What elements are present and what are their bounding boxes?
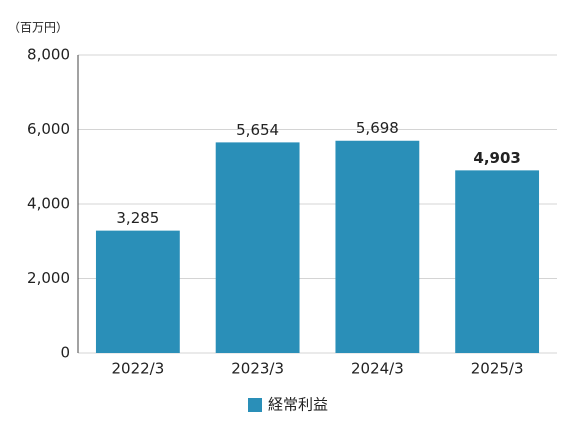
bar: [95, 230, 180, 353]
y-tick-label: 8,000: [27, 46, 70, 64]
bar: [215, 142, 300, 353]
value-label: 3,285: [116, 209, 159, 227]
value-label: 5,654: [236, 121, 279, 139]
legend-label: 経常利益: [268, 396, 328, 414]
unit-label: （百万円）: [8, 21, 68, 35]
y-tick-label: 6,000: [27, 120, 70, 138]
x-tick-label: 2023/3: [231, 360, 284, 378]
bar: [335, 140, 420, 353]
y-tick-label: 4,000: [27, 195, 70, 213]
x-tick-label: 2025/3: [471, 360, 524, 378]
bar: [455, 170, 540, 353]
y-tick-label: 0: [60, 344, 70, 362]
x-tick-label: 2024/3: [351, 360, 404, 378]
x-tick-label: 2022/3: [111, 360, 164, 378]
value-label: 5,698: [356, 119, 399, 137]
legend-swatch: [248, 398, 262, 412]
y-tick-label: 2,000: [27, 269, 70, 287]
value-label: 4,903: [473, 149, 520, 167]
